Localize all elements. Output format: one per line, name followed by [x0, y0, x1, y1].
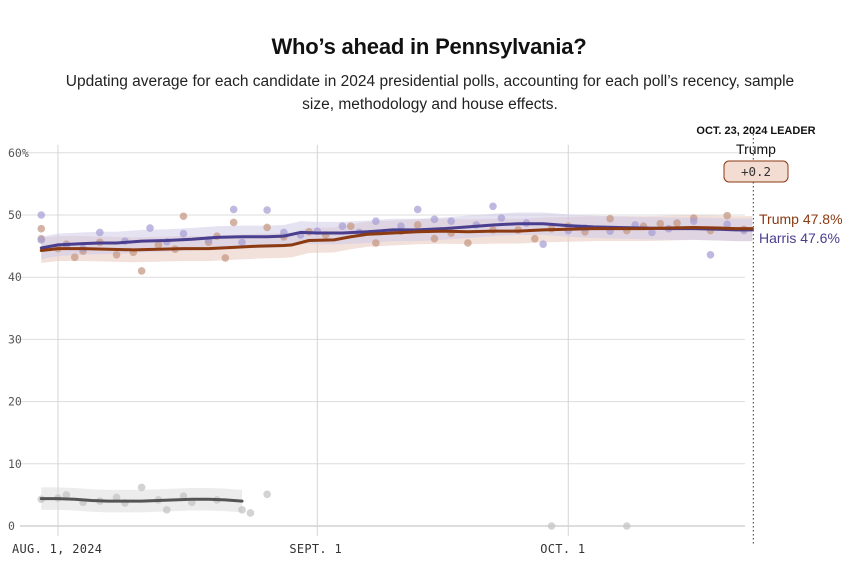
harris-poll-dot [430, 215, 439, 224]
trump-poll-dot [606, 214, 614, 223]
harris-poll-dot [648, 228, 656, 237]
other-poll-dot [137, 483, 146, 492]
x-tick-label: OCT. 1 [540, 542, 585, 556]
chart-subtitle: Updating average for each candidate in 2… [65, 73, 795, 113]
trump-poll-dot [413, 221, 422, 229]
harris-poll-dot [447, 217, 455, 226]
other-poll-dot [62, 491, 71, 499]
y-tick-label: 40 [8, 270, 22, 284]
other-poll-dot [112, 493, 121, 502]
y-tick-label: 10 [8, 457, 22, 471]
trump-poll-dot [112, 251, 121, 259]
harris-poll-dot [238, 238, 246, 247]
y-tick-label: 30 [8, 332, 22, 346]
harris-poll-dot [497, 214, 506, 222]
trump-poll-dot [673, 219, 681, 227]
harris-poll-dot [706, 251, 715, 259]
harris-poll-dot [96, 228, 104, 237]
harris-poll-dot [37, 211, 46, 219]
trump-poll-dot [372, 239, 380, 247]
trump-poll-dot [137, 267, 146, 275]
trump-end-label: Trump 47.8% [759, 211, 843, 227]
other-poll-dot [162, 506, 171, 514]
harris-poll-dot [263, 206, 271, 214]
other-poll-dot [623, 522, 631, 530]
harris-poll-dot [37, 236, 46, 244]
leader-heading: OCT. 23, 2024 LEADER [696, 125, 815, 137]
other-poll-dot [238, 506, 246, 514]
trump-poll-dot [263, 223, 271, 232]
y-tick-label: 0 [8, 519, 15, 533]
trump-poll-dot [346, 222, 355, 230]
average-lines [39, 222, 754, 503]
trump-poll-dot [464, 239, 472, 247]
harris-uncertainty-band [41, 212, 753, 260]
uncertainty-bands [41, 212, 753, 513]
leader-name: Trump [736, 141, 776, 157]
trump-poll-dot [37, 224, 46, 233]
trump-poll-dot [70, 253, 79, 262]
axes: 0 10 20 30 40 50 60% AUG. 1, 2024 SEPT. 1 OCT. 1 [8, 146, 585, 556]
harris-poll-dot [146, 224, 154, 232]
trump-poll-dot [531, 234, 539, 243]
leader-callout: OCT. 23, 2024 LEADER Trump +0.2 [696, 125, 816, 183]
harris-poll-dot [179, 229, 188, 238]
leader-margin-badge [723, 160, 789, 183]
gridlines [20, 130, 754, 546]
y-tick-label: 60% [8, 146, 29, 160]
y-tick-label: 20 [8, 395, 22, 409]
x-tick-label: SEPT. 1 [289, 542, 342, 556]
harris-end-label: Harris 47.6% [759, 230, 840, 246]
harris-poll-dot [338, 222, 347, 230]
leader-margin: +0.2 [741, 164, 771, 179]
trump-poll-dot [154, 241, 163, 249]
trump-poll-dot [723, 211, 731, 220]
chart-title: Who’s ahead in Pennsylvania? [271, 34, 587, 59]
trump-poll-dot [656, 219, 665, 228]
harris-poll-dot [229, 205, 238, 214]
harris-poll-dot [372, 217, 380, 226]
y-tick-label: 50 [8, 208, 22, 222]
harris-poll-dot [539, 240, 547, 249]
harris-poll-dot [489, 202, 497, 211]
other-average-line [39, 497, 244, 503]
trump-poll-dot [221, 254, 230, 262]
other-poll-dot [547, 522, 556, 530]
harris-poll-dot [689, 217, 698, 226]
harris-poll-dot [723, 220, 731, 229]
trump-average-line [39, 225, 754, 252]
x-tick-label: AUG. 1, 2024 [12, 542, 102, 556]
trump-poll-dot [430, 234, 439, 243]
trump-poll-dot [179, 212, 188, 221]
other-poll-dot [246, 509, 255, 517]
harris-poll-dot [413, 205, 422, 214]
trump-poll-dot [229, 218, 238, 227]
other-poll-dot [263, 490, 271, 499]
harris-poll-dot [397, 222, 405, 230]
